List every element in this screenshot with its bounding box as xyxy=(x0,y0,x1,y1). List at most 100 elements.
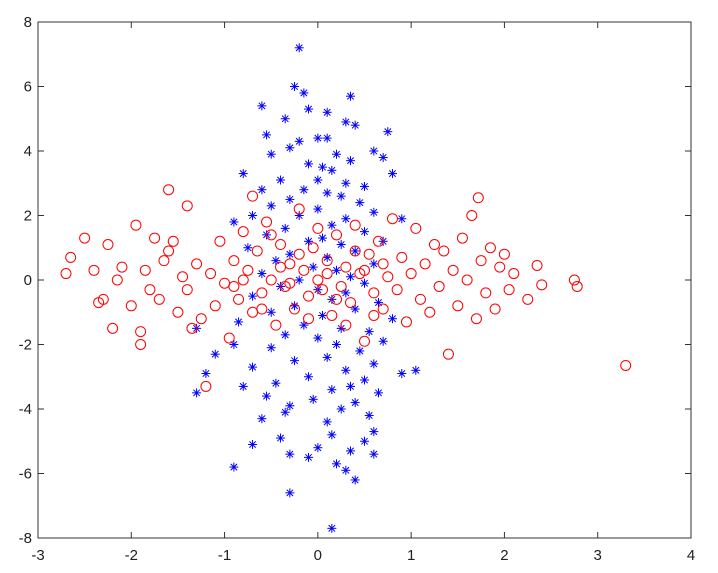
circle-point xyxy=(228,255,240,267)
asterisk-point xyxy=(290,82,300,91)
circle-point xyxy=(489,303,501,315)
asterisk-point xyxy=(387,314,397,324)
asterisk-point xyxy=(350,304,360,314)
asterisk-point xyxy=(355,198,365,208)
asterisk-point xyxy=(304,104,314,114)
x-tick-label: -1 xyxy=(218,547,231,564)
asterisk-point xyxy=(322,252,332,262)
asterisk-point xyxy=(322,188,332,198)
asterisk-point xyxy=(238,381,248,391)
asterisk-point xyxy=(304,452,314,462)
asterisk-point xyxy=(360,278,369,288)
asterisk-point xyxy=(266,343,276,353)
circle-point xyxy=(116,261,128,273)
circle-point xyxy=(494,261,506,273)
circle-point xyxy=(363,248,375,260)
y-tick-label: 4 xyxy=(24,143,32,160)
circle-point xyxy=(498,248,510,260)
asterisk-point xyxy=(271,378,281,388)
asterisk-point xyxy=(341,365,351,375)
circle-point xyxy=(400,316,412,328)
circle-point xyxy=(293,203,305,215)
asterisk-point xyxy=(257,414,267,424)
circle-point xyxy=(102,239,114,251)
circle-point xyxy=(442,348,454,360)
asterisk-point xyxy=(411,365,421,375)
circle-point xyxy=(242,264,254,276)
circle-point xyxy=(303,290,315,302)
circle-point xyxy=(452,300,464,312)
asterisk-point xyxy=(378,336,388,346)
circle-point xyxy=(195,313,207,325)
asterisk-point xyxy=(369,259,379,269)
asterisk-point xyxy=(350,246,360,256)
circle-point xyxy=(331,293,343,305)
asterisk-point xyxy=(350,398,360,408)
asterisk-point xyxy=(336,191,346,201)
asterisk-point xyxy=(350,120,360,130)
circle-point xyxy=(200,380,212,392)
circle-point xyxy=(508,268,520,280)
asterisk-point xyxy=(341,214,351,224)
circle-point xyxy=(433,280,445,292)
asterisk-point xyxy=(280,407,290,417)
asterisk-point xyxy=(266,307,276,317)
circle-point xyxy=(256,287,268,299)
asterisk-point xyxy=(210,349,220,359)
circle-point xyxy=(265,274,277,286)
circle-point xyxy=(349,245,361,257)
asterisk-point xyxy=(327,385,337,395)
asterisk-point xyxy=(322,107,332,117)
asterisk-point xyxy=(299,320,309,330)
asterisk-point xyxy=(285,449,295,459)
y-tick-label: -8 xyxy=(19,530,32,547)
asterisk-point xyxy=(304,372,314,382)
asterisk-point xyxy=(248,291,258,301)
circle-point xyxy=(475,255,487,267)
circle-point xyxy=(275,261,287,273)
asterisk-point xyxy=(201,369,211,379)
asterisk-point xyxy=(341,288,351,298)
circle-point xyxy=(191,258,203,270)
circle-point xyxy=(130,219,142,231)
circle-point xyxy=(428,239,440,251)
asterisk-point xyxy=(387,169,397,179)
circle-point xyxy=(233,293,245,305)
circle-point xyxy=(456,232,468,244)
circle-point xyxy=(571,280,583,292)
circle-point xyxy=(317,284,329,296)
asterisk-point xyxy=(304,236,314,246)
asterisk-point xyxy=(332,265,342,275)
asterisk-point xyxy=(360,436,369,446)
asterisk-point xyxy=(308,394,318,404)
asterisk-point xyxy=(290,301,300,311)
circle-point xyxy=(303,313,315,325)
circle-point xyxy=(247,306,259,318)
asterisk-point xyxy=(341,465,351,475)
circle-point xyxy=(321,268,333,280)
y-tick-label: 0 xyxy=(24,272,32,289)
asterisk-point xyxy=(378,152,388,162)
asterisk-point xyxy=(229,462,239,472)
asterisk-point xyxy=(346,272,356,282)
asterisk-point xyxy=(285,488,295,498)
circle-point xyxy=(484,242,496,254)
y-tick-label: -2 xyxy=(19,337,32,354)
circle-point xyxy=(349,219,361,231)
x-tick-label: 2 xyxy=(500,547,508,564)
asterisk-point xyxy=(350,475,360,485)
circle-point xyxy=(536,279,548,291)
circle-point xyxy=(466,210,478,221)
circle-point xyxy=(172,306,184,318)
circle-point xyxy=(139,264,151,276)
circle-point xyxy=(186,322,198,334)
circle-point xyxy=(265,229,277,241)
x-tick-label: 3 xyxy=(594,547,602,564)
asterisk-point xyxy=(327,430,337,440)
circle-point xyxy=(163,184,175,196)
circle-point xyxy=(307,242,319,254)
asterisk-point xyxy=(341,178,351,188)
asterisk-point xyxy=(299,88,309,98)
circle-point xyxy=(312,222,324,234)
